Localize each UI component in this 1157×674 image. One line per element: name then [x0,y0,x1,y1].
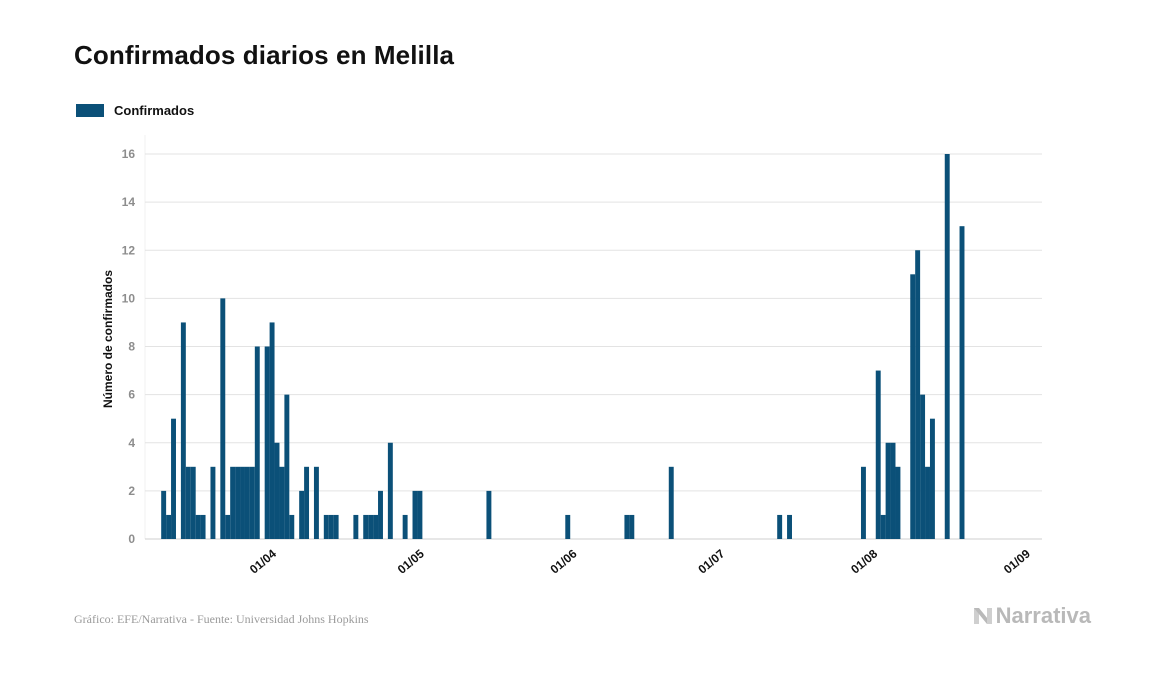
bar [777,514,783,539]
brand-logo: Narrativa [973,603,1091,629]
legend: Confirmados [76,103,194,118]
bar [171,418,176,539]
bar [929,418,935,539]
y-tick-label: 8 [128,340,135,354]
bar [299,490,305,540]
bar [915,250,921,539]
y-tick-label: 10 [122,291,136,305]
y-axis-title: Número de confirmados [101,270,115,408]
source-note: Gráfico: EFE/Narrativa - Fuente: Univers… [74,612,369,626]
bar [373,514,379,539]
bar [230,466,236,539]
bar [880,514,886,539]
bar [890,442,896,539]
bar [323,514,329,539]
narrativa-logo-icon [973,608,992,624]
bar [920,394,926,540]
bar [668,466,674,539]
bar [925,466,930,539]
bar [225,514,231,539]
y-tick-label: 14 [122,195,136,209]
x-tick-label: 01/08 [848,546,880,576]
bar [284,394,290,540]
bar [269,322,275,539]
bar [166,514,172,539]
bar [885,442,891,539]
bar [180,322,186,539]
bar [368,514,374,539]
y-tick-label: 0 [128,532,135,546]
bar [378,490,383,540]
bar [185,466,191,539]
bar [220,298,226,540]
bar [910,274,916,539]
x-tick-label: 01/05 [395,546,427,576]
bar [412,490,418,540]
bar [254,346,260,539]
bar [333,514,339,539]
x-tick-label: 01/06 [548,546,580,576]
bar [279,466,285,539]
y-tick-label: 16 [122,147,136,161]
y-tick-label: 2 [128,484,135,498]
bar [387,442,393,539]
bar [353,514,359,539]
bar [417,490,423,540]
bar [264,346,270,539]
bar [875,370,881,539]
bar [190,466,196,539]
bar [402,514,408,539]
bar [565,514,571,539]
bar [328,514,334,539]
x-tick-label: 01/04 [247,546,279,576]
bar [249,466,255,539]
bar [363,514,369,539]
bar [860,466,866,539]
bar [944,154,950,539]
bar [244,466,250,539]
y-tick-label: 4 [128,436,135,450]
bar [210,466,216,539]
legend-swatch [76,104,104,117]
bar [787,514,792,539]
bar [959,226,965,539]
bar [624,514,630,539]
x-tick-label: 01/07 [695,546,727,576]
bar [195,514,201,539]
y-tick-label: 6 [128,388,135,402]
bar [289,514,295,539]
bar [235,466,241,539]
legend-label: Confirmados [114,103,195,118]
bar [486,490,492,540]
y-tick-label: 12 [122,243,136,257]
bar [161,490,167,540]
bar [313,466,319,539]
bar [895,466,901,539]
bar [240,466,245,539]
brand-name: Narrativa [995,603,1091,628]
chart-title: Confirmados diarios en Melilla [74,40,455,70]
bar [304,466,310,539]
bar [200,514,206,539]
x-tick-label: 01/09 [1001,546,1033,576]
bar [274,442,280,539]
bar [629,514,635,539]
